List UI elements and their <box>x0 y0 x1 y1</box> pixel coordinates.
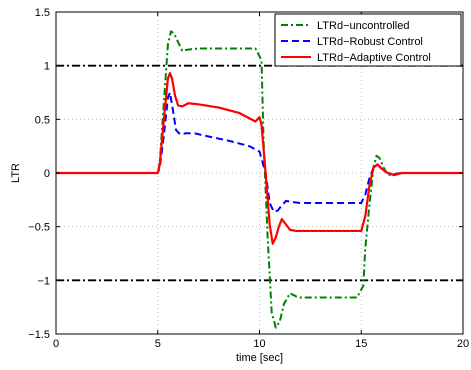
x-tick-label: 0 <box>53 338 59 350</box>
tick-label-layer: 0 5 10 15 20 −1.5 −1 −0.5 0 0.5 1 1.5 <box>28 7 469 350</box>
x-tick-label: 10 <box>253 338 265 350</box>
y-tick-label: −1.5 <box>28 329 50 341</box>
y-axis-label: LTR <box>10 163 22 183</box>
series-layer <box>56 30 463 329</box>
y-tick-label: 0.5 <box>35 114 50 126</box>
x-axis-label: time [sec] <box>236 352 283 364</box>
x-tick-label: 20 <box>457 338 469 350</box>
series-line-uncontrolled <box>56 30 463 329</box>
y-tick-label: −1 <box>37 275 50 287</box>
series-line-adaptive-control <box>56 72 463 245</box>
legend-label-adaptive-control: LTRd−Adaptive Control <box>317 52 431 64</box>
y-tick-label: 1 <box>44 61 50 73</box>
legend-label-robust-control: LTRd−Robust Control <box>317 36 423 48</box>
y-tick-label: −0.5 <box>28 222 50 234</box>
x-tick-label: 5 <box>155 338 161 350</box>
x-tick-label: 15 <box>355 338 367 350</box>
y-tick-label: 1.5 <box>35 7 50 19</box>
y-tick-label: 0 <box>44 168 50 180</box>
legend: LTRd−uncontrolled LTRd−Robust Control LT… <box>274 13 462 67</box>
legend-label-uncontrolled: LTRd−uncontrolled <box>317 20 409 32</box>
